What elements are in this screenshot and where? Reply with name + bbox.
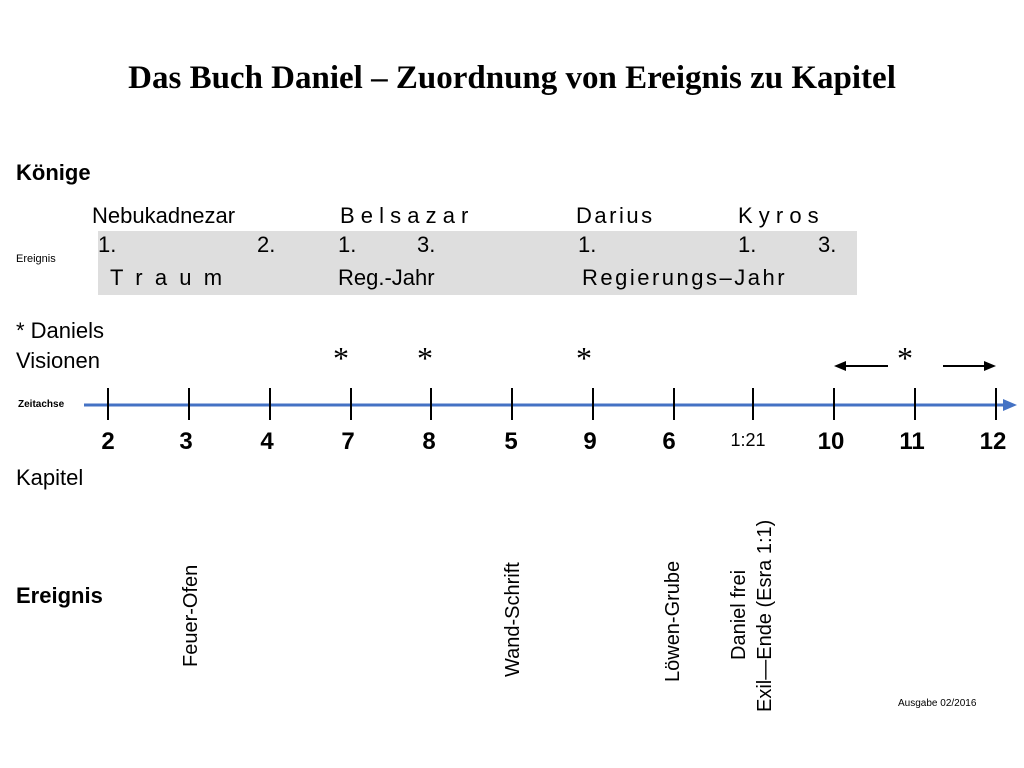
king-darius: Darius	[576, 203, 655, 228]
timeline-ticks	[107, 388, 997, 420]
event-year-2: 2.	[257, 232, 276, 257]
king-belsazar: B e l s a z a r	[340, 203, 469, 228]
chapter-4: 4	[260, 428, 274, 455]
event-wand-schrift: Wand-Schrift	[502, 562, 524, 677]
event-reg-jahr: Reg.-Jahr	[338, 265, 435, 290]
events-heading: Ereignis	[16, 583, 103, 608]
chapter-10: 10	[817, 428, 845, 455]
chapter-2: 2	[101, 428, 115, 455]
event-feuer-ofen: Feuer-Ofen	[180, 564, 202, 667]
edition-note: Ausgabe 02/2016	[898, 698, 977, 709]
event-loewen-grube: Löwen-Grube	[662, 560, 684, 682]
kings-heading: Könige	[16, 160, 91, 185]
event-row-label: Ereignis	[16, 253, 56, 265]
visions-label-2: Visionen	[16, 348, 100, 373]
chapter-6: 6	[662, 428, 676, 455]
timeline-label: Zeitachse	[18, 399, 65, 410]
chapter-9: 9	[583, 428, 597, 455]
vision-star-ch9: *	[576, 340, 592, 376]
event-box	[98, 231, 857, 295]
chapter-1-21: 1:21	[730, 430, 766, 450]
chapter-5: 5	[504, 428, 518, 455]
chapter-3: 3	[179, 428, 193, 455]
king-kyros: K y r o s	[738, 203, 819, 228]
chapter-7: 7	[341, 428, 355, 455]
vision-star-ch8: *	[417, 340, 433, 376]
chapter-label: Kapitel	[16, 465, 84, 490]
vision-range-arrows	[834, 361, 996, 371]
visions-label-1: * Daniels	[16, 318, 105, 343]
event-year-6: 1.	[738, 232, 757, 257]
vision-star-ch10-12: *	[897, 340, 913, 376]
event-year-3: 1.	[338, 232, 357, 257]
vision-star-ch7: *	[333, 340, 349, 376]
event-year-4: 3.	[417, 232, 436, 257]
event-year-1: 1.	[98, 232, 117, 257]
chapter-11: 11	[899, 428, 925, 455]
king-nebukadnezar: Nebukadnezar	[92, 203, 236, 228]
chapter-12: 12	[979, 428, 1007, 455]
event-daniel-frei: Daniel frei Exil—Ende (Esra 1:1)	[728, 519, 776, 712]
arrow-left-head	[834, 361, 846, 371]
event-traum: T r a u m	[110, 265, 223, 290]
event-year-5: 1.	[578, 232, 597, 257]
event-year-7: 3.	[818, 232, 837, 257]
arrow-right-head	[984, 361, 996, 371]
page-title: Das Buch Daniel – Zuordnung von Ereignis…	[128, 60, 896, 96]
timeline-arrowhead	[1003, 399, 1017, 411]
chapter-8: 8	[422, 428, 436, 455]
event-regierungs-jahr: Regierungs–Jahr	[582, 265, 788, 290]
